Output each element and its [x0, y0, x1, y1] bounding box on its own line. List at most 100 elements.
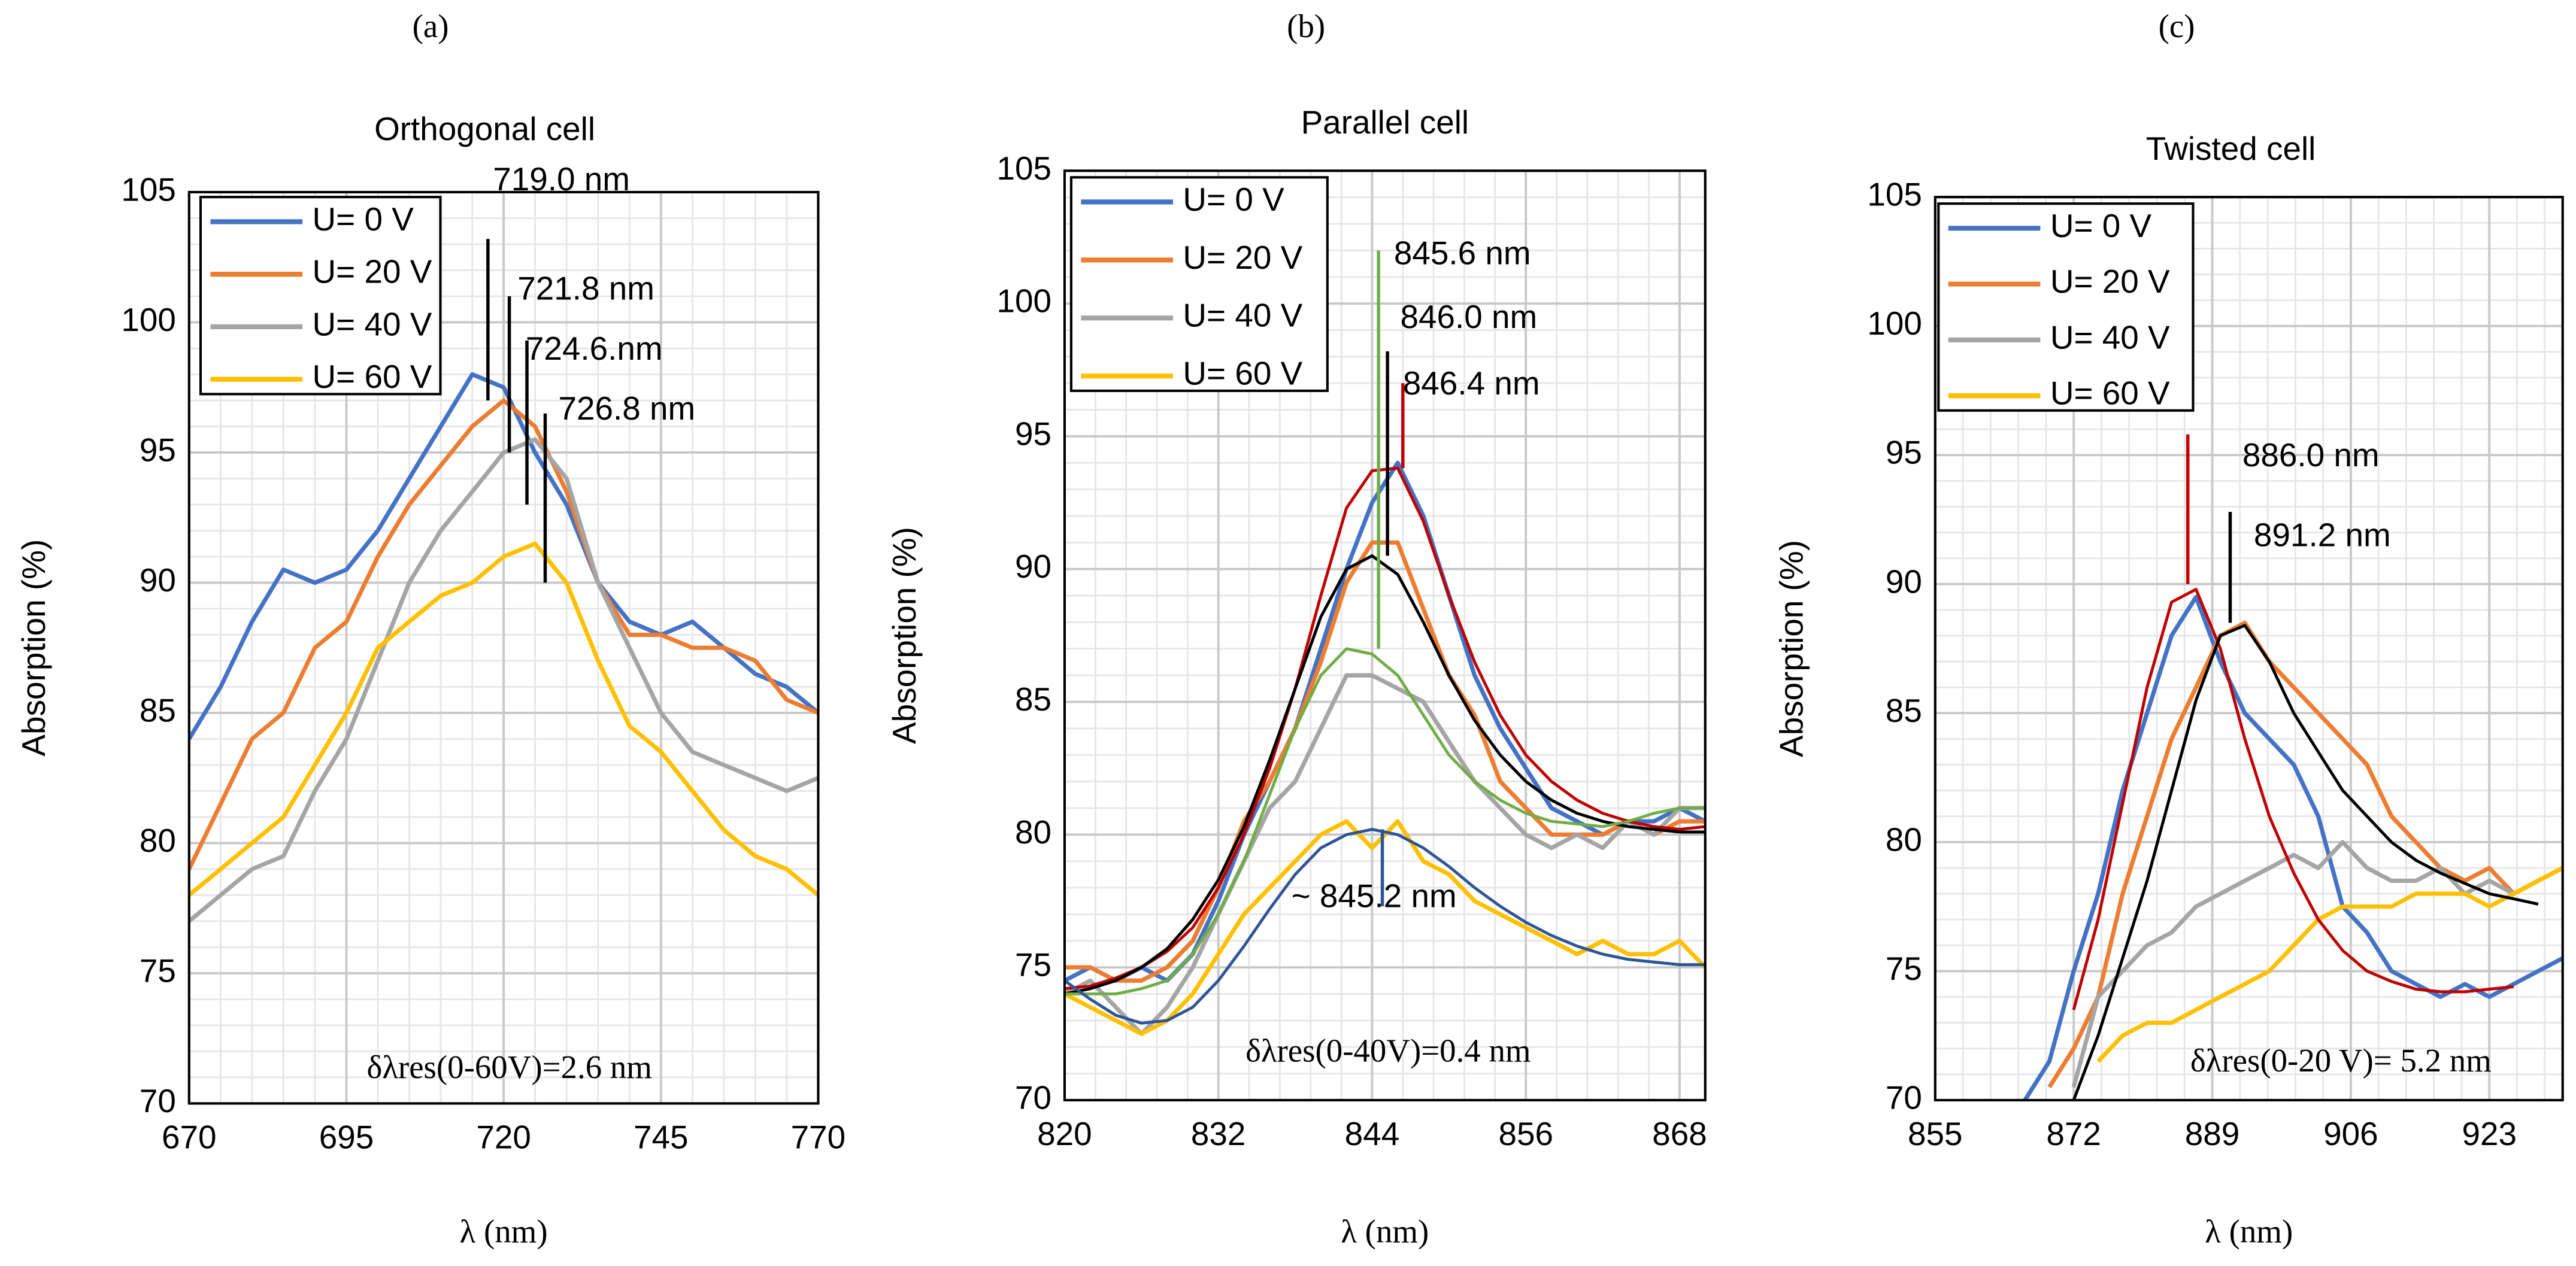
y-axis-label: Absorption (%) — [15, 539, 52, 757]
y-tick-label: 100 — [1867, 305, 1922, 342]
x-tick-label: 855 — [1908, 1115, 1963, 1152]
annotation: 846.4 nm — [1403, 365, 1540, 402]
series-line — [189, 398, 819, 870]
y-tick-label: 70 — [140, 1082, 176, 1119]
chart-title: Parallel cell — [1301, 104, 1469, 141]
legend-label: U= 0 V — [1183, 181, 1284, 218]
x-tick-label: 923 — [2462, 1115, 2517, 1152]
plot-frame — [1933, 196, 2564, 1101]
y-tick-label: 85 — [1886, 692, 1922, 729]
y-tick-label: 95 — [1886, 434, 1922, 471]
fit-line — [1064, 554, 1705, 995]
annotation: 891.2 nm — [2254, 517, 2391, 554]
note: δλres(0-40V)=0.4 nm — [1245, 1033, 1531, 1069]
x-tick-label: 820 — [1037, 1115, 1092, 1152]
y-tick-label: 95 — [140, 431, 176, 468]
x-axis-label: λ (nm) — [1341, 1213, 1429, 1249]
fit-line — [1064, 466, 1705, 991]
x-tick-label: 844 — [1345, 1115, 1400, 1152]
annotation: 845.6 nm — [1394, 235, 1531, 272]
x-axis-label: λ (nm) — [2205, 1213, 2293, 1249]
series-line — [1064, 819, 1705, 1036]
y-tick-label: 85 — [1015, 681, 1051, 718]
y-tick-label: 80 — [1886, 821, 1922, 858]
y-tick-label: 105 — [996, 150, 1051, 187]
plot-frame — [1063, 169, 1707, 1101]
x-tick-label: 856 — [1498, 1115, 1553, 1152]
panel-label: (a) — [413, 8, 449, 44]
chart-title: Twisted cell — [2146, 130, 2316, 167]
chart-panel: 855 872 889 906 923 70 75 80 85 90 95 100 105 886.0 n… — [1772, 8, 2564, 1249]
legend-label: U= 40 V — [2050, 318, 2170, 356]
y-tick-label: 100 — [996, 283, 1051, 320]
y-axis-label: Absorption (%) — [886, 527, 923, 744]
x-tick-label: 695 — [319, 1118, 374, 1155]
x-tick-label: 832 — [1191, 1115, 1246, 1152]
fit-line — [1064, 647, 1705, 995]
x-tick-label: 906 — [2323, 1115, 2378, 1152]
annotation: 886.0 nm — [2242, 436, 2380, 473]
x-axis-label: λ (nm) — [460, 1213, 548, 1249]
y-tick-label: 80 — [1015, 813, 1051, 851]
legend-label: U= 20 V — [313, 253, 432, 290]
legend-label: U= 60 V — [1183, 355, 1302, 392]
y-tick-label: 70 — [1886, 1079, 1922, 1116]
y-axis-label: Absorption (%) — [1772, 540, 1810, 757]
y-tick-label: 75 — [1886, 950, 1922, 987]
series-line — [2047, 620, 2563, 1089]
legend-label: U= 20 V — [1183, 239, 1302, 276]
x-tick-label: 889 — [2185, 1115, 2240, 1152]
y-tick-label: 85 — [140, 691, 176, 728]
chart-title: Orthogonal cell — [374, 110, 595, 147]
y-tick-label: 70 — [1015, 1079, 1051, 1116]
x-tick-label: 872 — [2046, 1115, 2101, 1152]
annotation: 721.8 nm — [517, 270, 654, 307]
chart-panel: 820 832 844 856 868 70 75 80 85 90 95 100 105 845.6 n… — [886, 8, 1707, 1250]
legend-label: U= 40 V — [313, 305, 432, 342]
x-tick-label: 868 — [1652, 1115, 1707, 1152]
series-line — [189, 372, 819, 740]
legend-label: U= 40 V — [1183, 297, 1302, 334]
series-line — [2023, 594, 2563, 1100]
plot-frame — [187, 190, 820, 1105]
y-tick-label: 105 — [1867, 176, 1922, 213]
annotation: 846.0 nm — [1401, 298, 1538, 335]
series-line — [1064, 540, 1705, 983]
x-tick-label: 770 — [791, 1118, 846, 1155]
y-tick-label: 105 — [121, 171, 176, 208]
annotation: 724.6.nm — [526, 330, 663, 367]
fit-line — [2072, 624, 2539, 1100]
series-line — [1064, 673, 1705, 1036]
annotation: ~ 845.2 nm — [1292, 877, 1457, 914]
series-line — [189, 437, 819, 923]
y-tick-label: 90 — [1015, 548, 1051, 585]
series-line — [189, 541, 819, 897]
y-tick-label: 90 — [1886, 563, 1922, 600]
legend-label: U= 0 V — [2050, 207, 2152, 244]
panel-label: (b) — [1287, 8, 1325, 44]
legend-label: U= 0 V — [313, 201, 414, 238]
y-tick-label: 100 — [121, 301, 176, 338]
note: δλres(0-60V)=2.6 nm — [366, 1049, 651, 1085]
y-tick-label: 80 — [140, 822, 176, 859]
legend-label: U= 60 V — [313, 358, 432, 395]
fit-line — [1064, 828, 1705, 1025]
legend-box — [1069, 176, 1329, 392]
legend-box — [1937, 202, 2195, 412]
x-tick-label: 720 — [476, 1118, 531, 1155]
legend-label: U= 20 V — [2050, 263, 2170, 300]
panel-label: (c) — [2159, 8, 2195, 44]
y-tick-label: 90 — [140, 561, 176, 599]
y-tick-label: 95 — [1015, 415, 1051, 452]
series-line — [2096, 866, 2563, 1063]
fit-line — [2072, 588, 2514, 1010]
annotation: 726.8 nm — [559, 390, 696, 427]
legend-label: U= 60 V — [2050, 375, 2170, 412]
series-line — [2071, 840, 2563, 1088]
y-tick-label: 75 — [1015, 946, 1051, 983]
legend-box — [199, 196, 442, 396]
y-tick-label: 75 — [140, 952, 176, 989]
x-tick-label: 745 — [634, 1118, 689, 1155]
